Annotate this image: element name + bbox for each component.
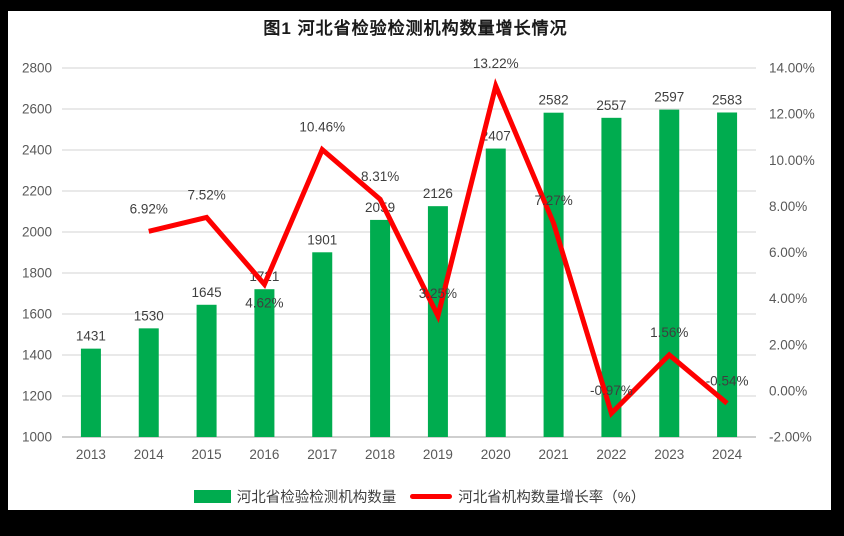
bar-label: 2407 bbox=[481, 129, 511, 144]
line-label: 1.56% bbox=[650, 325, 688, 340]
chart-surface: 图1 河北省检验检测机构数量增长情况 2800 2600 2400 2200 2000 1… bbox=[8, 11, 831, 510]
x-axis-tick: 2020 bbox=[481, 447, 511, 462]
right-axis-tick: 14.00% bbox=[769, 61, 815, 76]
x-axis-tick: 2015 bbox=[192, 447, 222, 462]
line-label: 7.52% bbox=[187, 187, 225, 202]
line-label: 8.31% bbox=[361, 169, 399, 184]
left-axis-tick: 2200 bbox=[22, 184, 52, 199]
bar-2017 bbox=[312, 252, 333, 437]
bar-label: 2582 bbox=[539, 93, 569, 108]
left-axis-tick: 1800 bbox=[22, 266, 52, 281]
x-axis-tick: 2022 bbox=[596, 447, 626, 462]
bar-2018 bbox=[370, 219, 391, 437]
bar-2020 bbox=[485, 148, 506, 437]
bar-label: 1431 bbox=[76, 329, 106, 344]
legend-line-label: 河北省机构数量增长率（%） bbox=[458, 489, 646, 506]
x-axis-tick: 2017 bbox=[307, 447, 337, 462]
bar-2022 bbox=[601, 117, 622, 437]
right-axis-tick: 0.00% bbox=[769, 383, 807, 398]
right-axis-tick: 2.00% bbox=[769, 337, 807, 352]
left-axis-tick: 2000 bbox=[22, 225, 52, 240]
legend-bar-label: 河北省检验检测机构数量 bbox=[236, 489, 397, 506]
left-axis-tick: 2400 bbox=[22, 143, 52, 158]
bar-2015 bbox=[196, 304, 217, 437]
bar-2024 bbox=[717, 112, 738, 438]
left-axis-tick: 1600 bbox=[22, 307, 52, 322]
left-axis-tick: 1400 bbox=[22, 348, 52, 363]
legend-line-swatch-icon bbox=[410, 493, 453, 499]
right-axis-tick: -2.00% bbox=[769, 430, 812, 445]
line-label: 7.27% bbox=[534, 193, 572, 208]
bar-label: 2557 bbox=[596, 98, 626, 113]
x-axis-tick: 2014 bbox=[134, 447, 165, 462]
bar-label: 1901 bbox=[307, 232, 337, 247]
right-axis-tick: 4.00% bbox=[769, 291, 807, 306]
line-label: -0.97% bbox=[590, 383, 633, 398]
x-axis-tick: 2018 bbox=[365, 447, 395, 462]
legend-bar-swatch-icon bbox=[193, 489, 231, 503]
x-axis-tick: 2019 bbox=[423, 447, 453, 462]
legend: 河北省检验检测机构数量 河北省机构数量增长率（%） bbox=[8, 485, 831, 507]
left-axis-tick: 2600 bbox=[22, 102, 52, 117]
x-axis-tick: 2021 bbox=[539, 447, 569, 462]
right-axis-tick: 12.00% bbox=[769, 107, 815, 122]
bar-2016 bbox=[254, 289, 275, 437]
bar-label: 1645 bbox=[192, 285, 222, 300]
bar-2013 bbox=[80, 348, 101, 437]
x-axis-tick: 2013 bbox=[76, 447, 106, 462]
chart-title: 图1 河北省检验检测机构数量增长情况 bbox=[263, 19, 568, 38]
growth-rate-line bbox=[148, 78, 729, 418]
line-label: 4.62% bbox=[245, 295, 283, 310]
left-axis-tick: 1200 bbox=[22, 389, 52, 404]
right-axis-tick: 6.00% bbox=[769, 245, 807, 260]
x-axis-tick: 2024 bbox=[712, 447, 743, 462]
bar-label: 2583 bbox=[712, 92, 742, 107]
line-label: -0.54% bbox=[706, 373, 749, 388]
bar-label: 1530 bbox=[134, 308, 164, 323]
bar-label: 2597 bbox=[654, 90, 684, 105]
bar-2021 bbox=[543, 112, 564, 437]
right-axis-tick: 10.00% bbox=[769, 153, 815, 168]
bar-label: 2126 bbox=[423, 186, 453, 201]
combo-chart-plot: 2800 2600 2400 2200 2000 1800 1600 1400 1200 1000… bbox=[22, 56, 815, 462]
left-axis-tick: 2800 bbox=[22, 61, 52, 76]
left-axis-tick: 1000 bbox=[22, 430, 52, 445]
line-label: 10.46% bbox=[299, 120, 345, 135]
x-axis-tick: 2016 bbox=[249, 447, 279, 462]
line-label: 13.22% bbox=[473, 56, 519, 71]
line-label: 6.92% bbox=[130, 201, 168, 216]
right-axis-tick: 8.00% bbox=[769, 199, 807, 214]
x-axis-tick: 2023 bbox=[654, 447, 684, 462]
bar-2014 bbox=[138, 328, 159, 437]
bar-2019 bbox=[427, 206, 448, 437]
line-label: 3.25% bbox=[419, 286, 457, 301]
bar-2023 bbox=[659, 109, 680, 438]
